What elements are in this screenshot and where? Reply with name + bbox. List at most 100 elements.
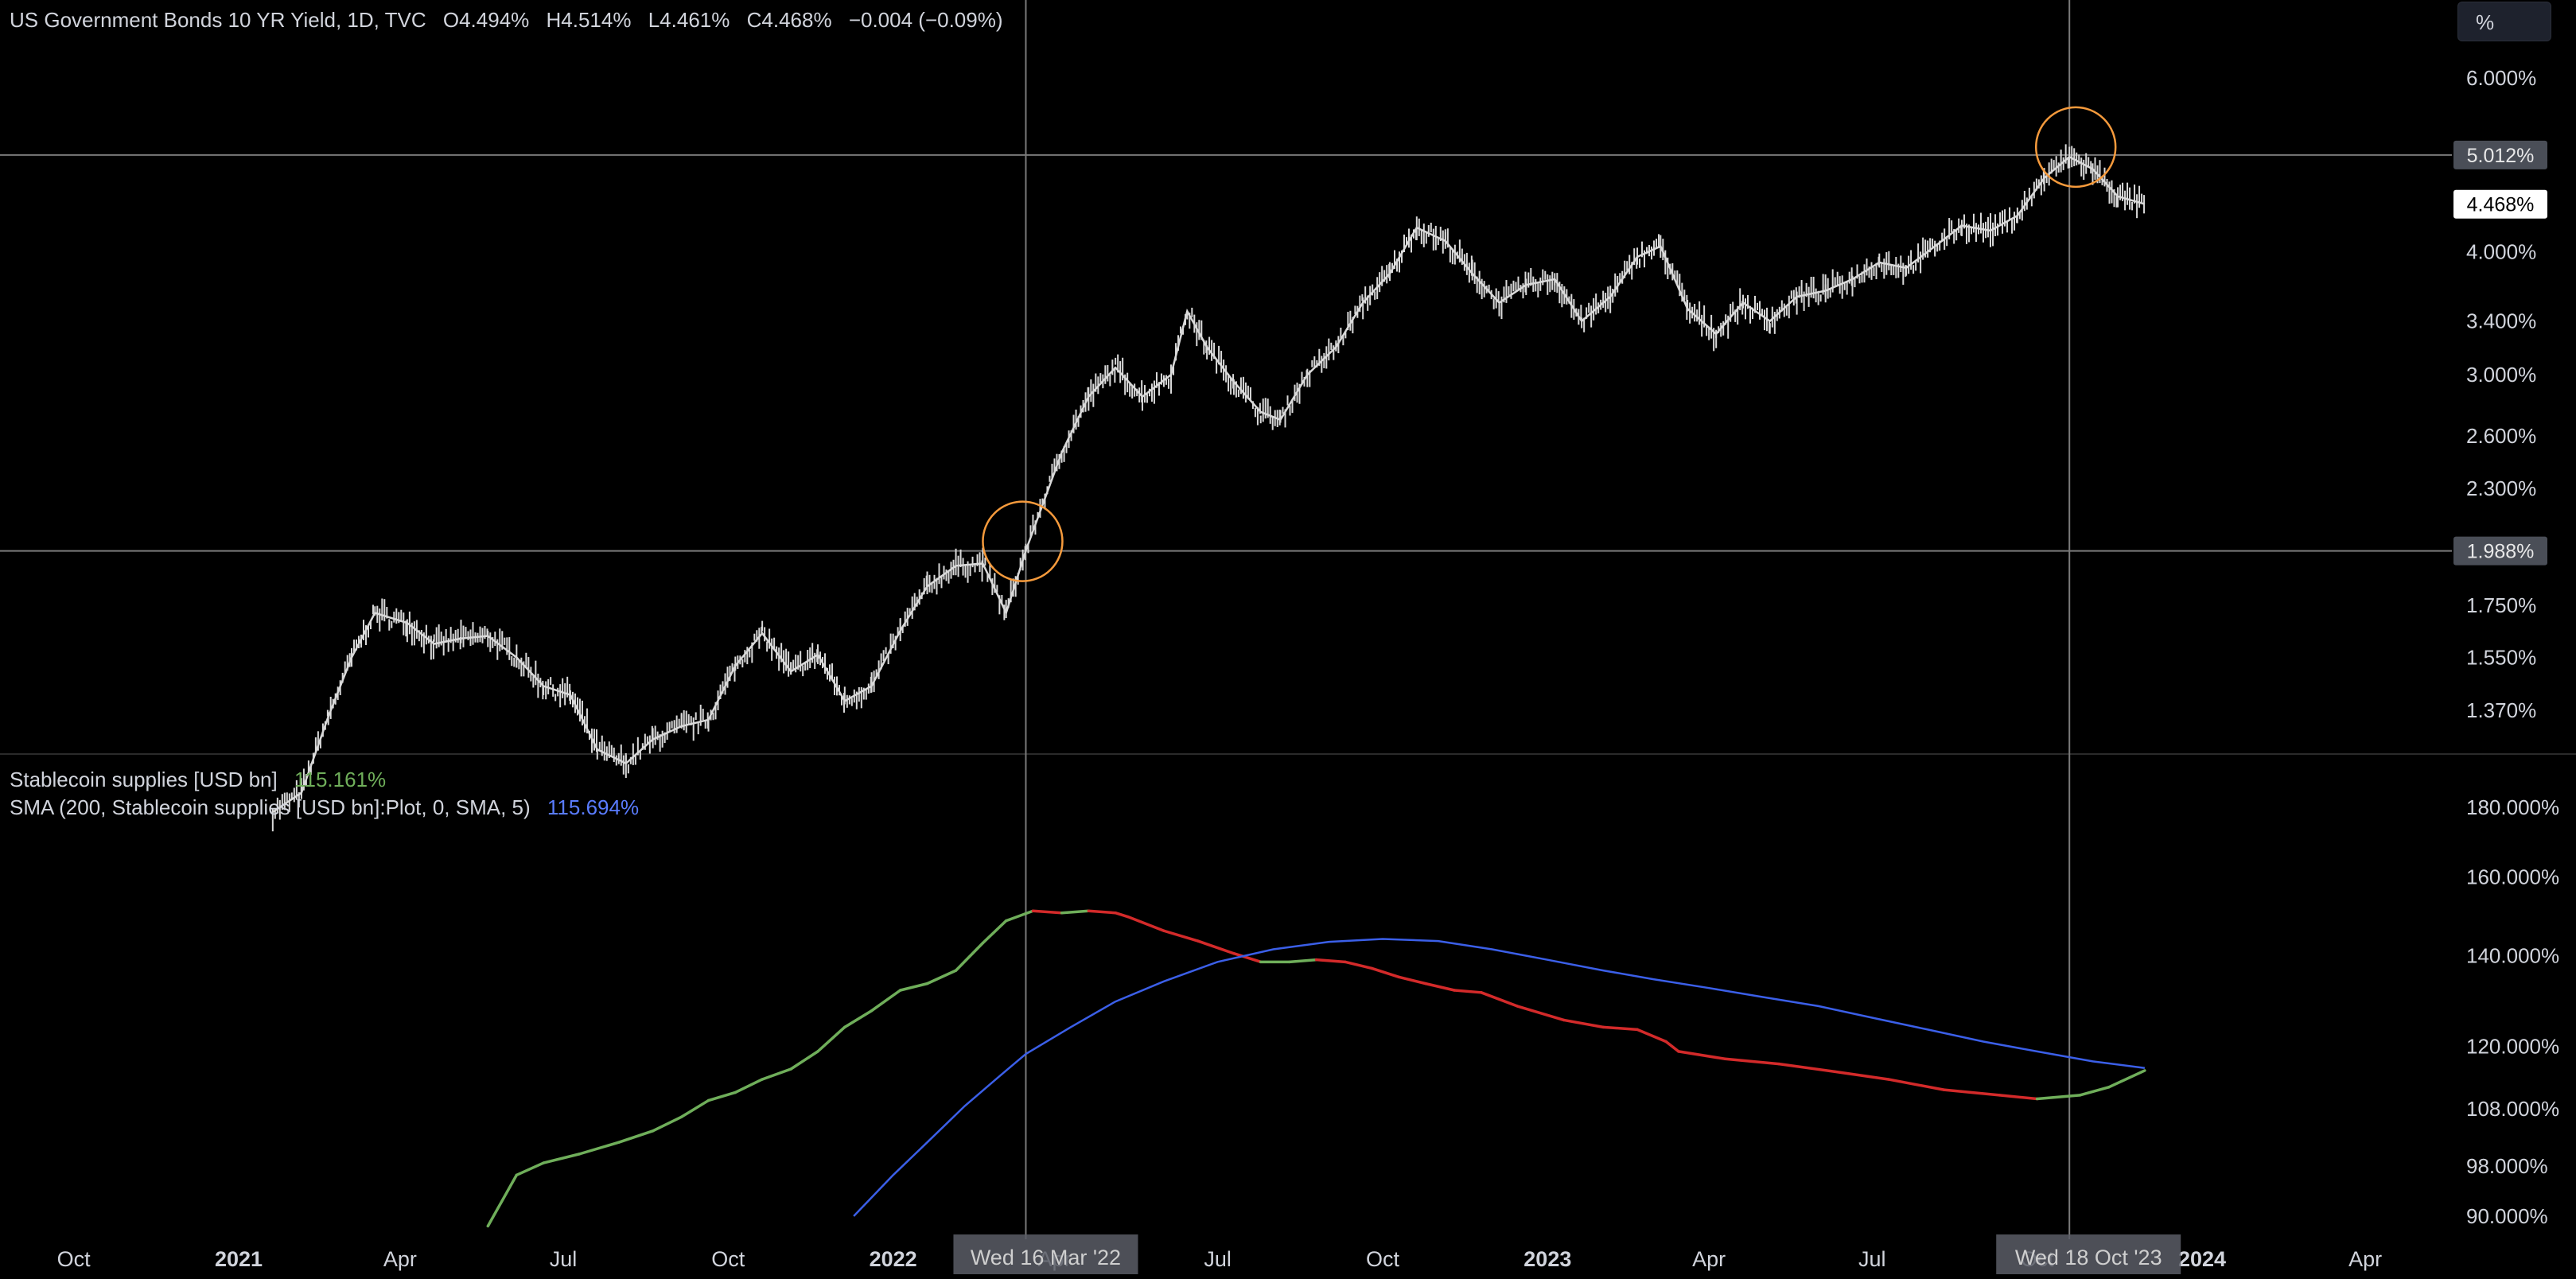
stablecoin-segment xyxy=(578,1141,621,1156)
highlight-circle xyxy=(982,500,1064,582)
indicator-axis-tick: 98.000% xyxy=(2466,1154,2548,1178)
stablecoin-segment xyxy=(1516,1005,1566,1022)
sma-series-name: SMA (200, Stablecoin supplies [USD bn]:P… xyxy=(10,795,531,819)
sma-line xyxy=(853,938,2146,1217)
stablecoin-segment xyxy=(1314,958,1347,964)
stablecoin-segment xyxy=(925,969,958,985)
time-axis-label: Jul xyxy=(1204,1247,1232,1271)
stablecoin-segment xyxy=(898,982,929,992)
stablecoin-segment xyxy=(1664,1040,1680,1053)
time-axis-label: 2024 xyxy=(2178,1247,2226,1271)
stablecoin-segment xyxy=(2078,1086,2111,1097)
price-axis-tick: 1.750% xyxy=(2466,593,2536,617)
stablecoin-segment xyxy=(1127,915,1165,932)
time-axis-label: Oct xyxy=(57,1247,91,1271)
stablecoin-segment xyxy=(1343,960,1374,970)
crosshair-price-label-text: 1.988% xyxy=(2467,541,2535,563)
price-axis-tick: 1.370% xyxy=(2466,698,2536,722)
stablecoin-segment xyxy=(2107,1069,2146,1089)
stablecoin-segment xyxy=(679,1098,710,1118)
time-axis-label: 2023 xyxy=(1523,1247,1571,1271)
ohlc-open: O4.494% xyxy=(442,8,530,32)
stablecoin-segment xyxy=(1833,1070,1890,1081)
stablecoin-segment xyxy=(1723,1057,1780,1066)
indicator-legend-2: SMA (200, Stablecoin supplies [USD bn]:P… xyxy=(10,795,650,820)
stablecoin-segment xyxy=(789,1050,819,1071)
sma-series-value: 115.694% xyxy=(547,795,640,819)
last-price-label: 4.468% xyxy=(2453,189,2547,219)
stablecoin-segment xyxy=(1087,909,1117,915)
stablecoin-series-name: Stablecoin supplies [USD bn] xyxy=(10,768,278,791)
stablecoin-segment xyxy=(706,1090,737,1102)
crosshair-date-label: Wed 18 Oct '23 xyxy=(1996,1234,2181,1274)
indicator-axis-tick: 160.000% xyxy=(2466,865,2559,888)
time-axis-label: 2021 xyxy=(215,1247,263,1271)
price-axis-tick: 3.000% xyxy=(2466,363,2536,387)
stablecoin-segment xyxy=(1636,1028,1667,1044)
crosshair-price-label: 1.988% xyxy=(2453,536,2547,566)
stablecoin-segment xyxy=(1998,1094,2039,1101)
crosshair-date-box xyxy=(1996,1234,2181,1274)
stablecoin-segment xyxy=(1480,991,1519,1008)
percent-scale-button[interactable]: % xyxy=(2457,2,2551,41)
stablecoin-segment xyxy=(954,941,985,972)
stablecoin-segment xyxy=(1197,939,1235,955)
stablecoin-segment xyxy=(1162,929,1200,943)
price-axis-tick: 2.600% xyxy=(2466,424,2536,448)
stablecoin-segment xyxy=(1004,909,1035,923)
ohlc-change: −0.004 (−0.09%) xyxy=(848,8,1003,32)
time-axis-label: Jul xyxy=(1858,1247,1886,1271)
price-axis-tick: 3.400% xyxy=(2466,309,2536,333)
indicator-axis-tick: 140.000% xyxy=(2466,943,2559,967)
time-axis-label: Jul xyxy=(550,1247,578,1271)
stablecoin-segment xyxy=(1288,958,1318,964)
time-axis-label: Apr xyxy=(2348,1247,2382,1271)
stablecoin-segment xyxy=(542,1153,581,1164)
crosshair-price-label-box xyxy=(2453,536,2547,566)
price-axis-tick: 6.000% xyxy=(2466,66,2536,90)
crosshair-date-label: Wed 16 Mar '22 xyxy=(953,1234,1138,1274)
time-axis-label: Apr xyxy=(383,1247,417,1271)
indicator-axis-tick: 120.000% xyxy=(2466,1035,2559,1059)
price-axis-tick: 1.550% xyxy=(2466,646,2536,670)
last-price-label-box xyxy=(2453,189,2547,219)
stablecoin-segment xyxy=(1601,1025,1639,1032)
crosshair-price-label: 5.012% xyxy=(2453,140,2547,169)
stablecoin-segment xyxy=(1453,989,1483,994)
stablecoin-segment xyxy=(1232,951,1263,964)
price-axis-tick: 2.300% xyxy=(2466,476,2536,500)
indicator-axis-tick: 180.000% xyxy=(2466,795,2559,819)
stablecoin-segment xyxy=(981,919,1008,945)
stablecoin-segment xyxy=(1777,1062,1836,1073)
stablecoin-segment xyxy=(1060,909,1091,915)
stablecoin-segment xyxy=(1397,975,1427,985)
stablecoin-segment xyxy=(1370,966,1401,979)
crosshair-price-label-box xyxy=(2453,140,2547,169)
stablecoin-segment xyxy=(1942,1088,2002,1097)
ohlc-close: C4.468% xyxy=(746,8,832,32)
symbol-legend: US Government Bonds 10 YR Yield, 1D, TVC… xyxy=(10,8,1014,33)
stablecoin-segment xyxy=(870,989,902,1013)
stablecoin-segment xyxy=(761,1067,792,1081)
crosshair-date-box xyxy=(953,1234,1138,1274)
stablecoin-segment xyxy=(733,1078,764,1094)
indicator-legend-1: Stablecoin supplies [USD bn] 115.161% xyxy=(10,768,397,792)
stablecoin-segment xyxy=(486,1173,519,1228)
stablecoin-segment xyxy=(651,1115,683,1133)
ohlc-high: H4.514% xyxy=(546,8,632,32)
indicator-axis-tick: 90.000% xyxy=(2466,1204,2548,1228)
time-axis-label: Apr xyxy=(1692,1247,1726,1271)
last-price-label-text: 4.468% xyxy=(2467,194,2535,216)
stablecoin-segment xyxy=(1031,909,1064,915)
time-axis-label: 2022 xyxy=(870,1247,917,1271)
stablecoin-series-value: 115.161% xyxy=(294,768,387,791)
crosshair-price-label-text: 5.012% xyxy=(2467,145,2535,167)
symbol-title: US Government Bonds 10 YR Yield, 1D, TVC xyxy=(10,8,426,32)
stablecoin-segment xyxy=(617,1129,655,1144)
stablecoin-segment xyxy=(1114,911,1130,919)
price-line xyxy=(272,155,2146,814)
time-axis-label: Oct xyxy=(711,1247,745,1271)
crosshair-date-text: Wed 16 Mar '22 xyxy=(971,1246,1121,1269)
stablecoin-segment xyxy=(2035,1094,2082,1101)
